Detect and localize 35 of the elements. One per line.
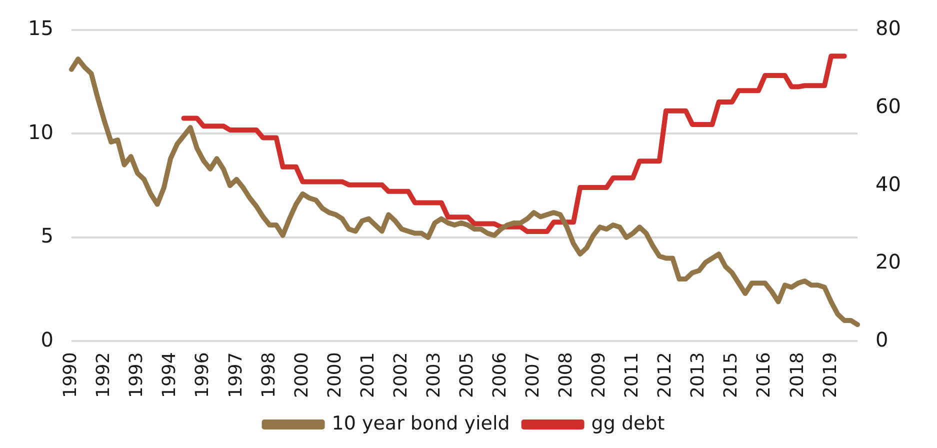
x-tick-label: 2005 xyxy=(456,352,478,398)
y-tick-label: 0 xyxy=(40,327,54,352)
x-tick-label: 2011 xyxy=(622,352,643,398)
x-tick-label: 2002 xyxy=(390,352,412,398)
x-tick-label: 2012 xyxy=(654,352,676,398)
x-tick-label: 2007 xyxy=(522,352,544,398)
x-tick-label: 1993 xyxy=(126,352,148,398)
legend-label: gg debt xyxy=(591,412,665,434)
y2-tick-label: 80 xyxy=(876,16,902,40)
y-tick-label: 5 xyxy=(40,224,54,248)
y2-tick-label: 60 xyxy=(876,94,902,118)
x-tick-label: 2019 xyxy=(820,352,841,398)
y2-tick-label: 40 xyxy=(876,172,902,196)
x-tick-label: 2013 xyxy=(688,352,709,398)
y-tick-label: 10 xyxy=(28,120,54,144)
x-tick-label: 1992 xyxy=(93,352,114,398)
x-tick-label: 2018 xyxy=(786,352,808,398)
x-tick-label: 1990 xyxy=(60,352,82,398)
x-tick-label: 2000 xyxy=(324,352,346,398)
y-tick-label: 15 xyxy=(28,16,54,40)
x-tick-label: 2016 xyxy=(754,352,775,398)
x-tick-label: 1994 xyxy=(159,352,180,398)
x-tick-label: 1996 xyxy=(192,352,214,398)
x-tick-label: 2008 xyxy=(556,352,577,398)
x-tick-label: 2006 xyxy=(490,352,511,398)
y2-tick-label: 20 xyxy=(876,250,902,274)
x-tick-label: 2009 xyxy=(588,352,610,398)
x-tick-label: 2003 xyxy=(423,352,444,398)
x-tick-label: 1997 xyxy=(225,352,246,398)
x-tick-label: 1998 xyxy=(258,352,280,398)
x-tick-label: 2015 xyxy=(720,352,742,398)
legend-label: 10 year bond yield xyxy=(332,412,510,434)
x-tick-label: 2000 xyxy=(291,352,312,398)
y2-tick-label: 0 xyxy=(876,327,888,352)
x-tick-label: 2001 xyxy=(357,352,378,398)
